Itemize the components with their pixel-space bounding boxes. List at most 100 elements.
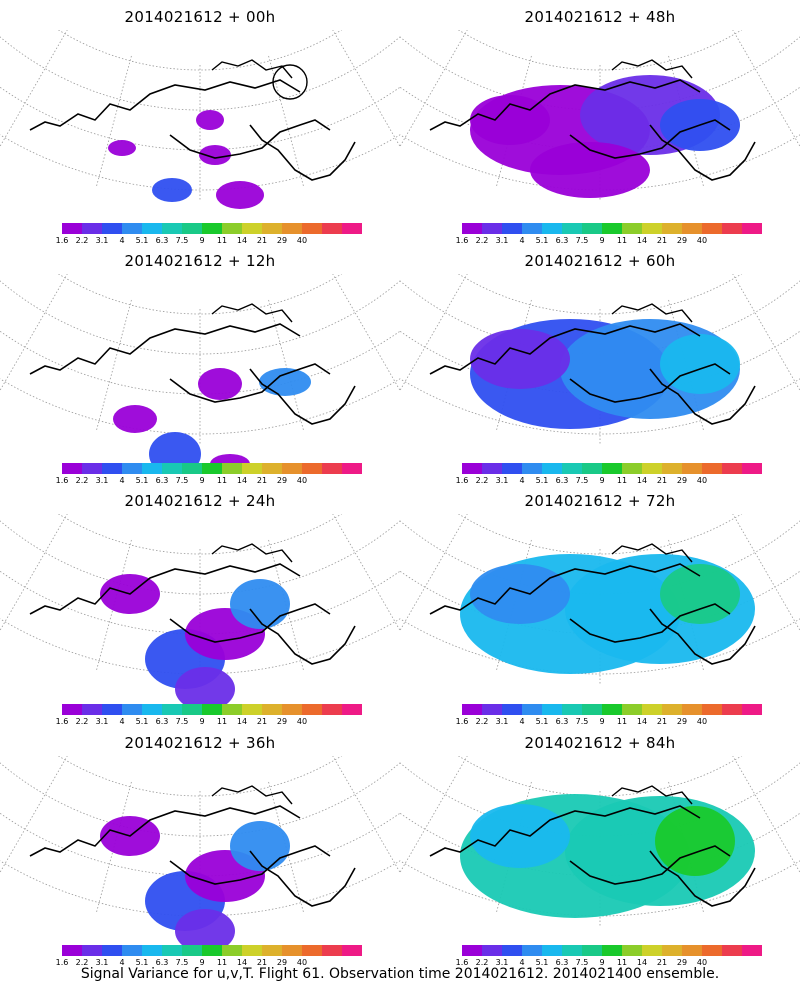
colorbar-tick-label: 1.6 <box>455 476 469 485</box>
colorbar-swatch <box>82 463 102 474</box>
colorbar-tick-label: 9 <box>599 958 605 967</box>
colorbar-swatch <box>562 945 582 956</box>
longitude-gridline <box>332 30 400 147</box>
colorbar-swatch <box>242 704 262 715</box>
colorbar-swatch <box>262 704 282 715</box>
variance-shading <box>199 145 231 165</box>
colorbar-swatch <box>542 945 562 956</box>
colorbar-tick-label: 40 <box>696 717 708 726</box>
colorbar-swatch <box>242 223 262 234</box>
colorbar-tick-label: 5.1 <box>535 236 549 245</box>
panel-title-24h: 2014021612 + 24h <box>124 492 276 510</box>
colorbar-tick-label: 3.1 <box>495 236 509 245</box>
colorbar-tick-label: 2.2 <box>75 958 89 967</box>
variance-shading <box>660 564 740 624</box>
colorbar-ticks: 1.6 2.2 3.1 4 5.1 6.3 7.5 9 11 14 21 29 40 <box>456 236 762 246</box>
colorbar-swatch <box>282 704 302 715</box>
colorbar-tick-label: 4 <box>119 958 125 967</box>
colorbar-tick-label: 6.3 <box>155 958 169 967</box>
coastline <box>249 124 356 181</box>
colorbar-swatch <box>542 463 562 474</box>
colorbar-swatch <box>502 945 522 956</box>
colorbar-swatch <box>82 223 102 234</box>
colorbar-tick-label: 21 <box>256 717 268 726</box>
colorbar-ticks: 1.6 2.2 3.1 4 5.1 6.3 7.5 9 11 14 21 29 40 <box>56 958 362 968</box>
colorbar-swatch <box>522 223 542 234</box>
coastline <box>569 119 731 159</box>
colorbar-swatch <box>162 223 182 234</box>
colorbar-swatch <box>482 704 502 715</box>
longitude-gridline <box>332 756 400 873</box>
panel-title-36h: 2014021612 + 36h <box>124 734 276 752</box>
colorbar-tick-label: 1.6 <box>55 717 69 726</box>
colorbar-swatch <box>702 945 722 956</box>
colorbar-tick-label: 14 <box>236 958 248 967</box>
coastline <box>249 850 356 907</box>
latitude-gridline <box>57 514 343 555</box>
colorbar-swatch <box>522 945 542 956</box>
longitude-gridline <box>787 274 800 327</box>
coastline <box>249 368 356 425</box>
latitude-gridline <box>457 756 743 797</box>
colorbar-swatch <box>602 463 622 474</box>
colorbar-swatch <box>122 223 142 234</box>
longitude-gridline <box>268 299 304 431</box>
colorbar-swatch <box>602 223 622 234</box>
colorbar-ticks: 1.6 2.2 3.1 4 5.1 6.3 7.5 9 11 14 21 29 40 <box>456 717 762 727</box>
colorbar-swatch <box>582 945 602 956</box>
panel-title-48h: 2014021612 + 48h <box>524 8 676 26</box>
colorbar-tick-label: 11 <box>616 717 628 726</box>
colorbar-tick-label: 2.2 <box>75 717 89 726</box>
colorbar-swatch <box>642 945 662 956</box>
colorbar-tick-label: 3.1 <box>95 476 109 485</box>
colorbar-swatch <box>682 463 702 474</box>
colorbar-tick-label: 5.1 <box>535 476 549 485</box>
longitude-gridline <box>0 274 68 391</box>
colorbar-swatch <box>162 463 182 474</box>
variance-shading <box>108 140 136 156</box>
variance-shading <box>113 405 157 433</box>
latitude-gridline <box>400 86 800 151</box>
colorbar-tick-label: 21 <box>656 476 668 485</box>
map-panel-48h <box>400 30 800 200</box>
colorbar-swatch <box>342 945 362 956</box>
colorbar-swatch <box>262 463 282 474</box>
colorbar-tick-label: 29 <box>676 236 688 245</box>
colorbar-swatch <box>182 223 202 234</box>
longitude-gridline <box>0 756 13 809</box>
colorbar-swatch <box>102 704 122 715</box>
longitude-gridline <box>387 274 400 327</box>
colorbar-swatch <box>342 223 362 234</box>
coastline <box>611 303 693 323</box>
longitude-gridline <box>400 756 413 809</box>
colorbar-tick-label: 14 <box>636 958 648 967</box>
coastline <box>569 845 731 885</box>
colorbar-tick-label: 7.5 <box>575 476 589 485</box>
latitude-gridline <box>457 514 743 555</box>
colorbar <box>462 223 762 234</box>
variance-shading <box>198 368 242 400</box>
colorbar-tick-label: 3.1 <box>495 476 509 485</box>
colorbar-swatch <box>322 463 342 474</box>
longitude-gridline <box>0 514 13 567</box>
latitude-gridline <box>0 762 400 837</box>
map-panel-00h <box>0 30 400 209</box>
coastline <box>611 543 693 563</box>
colorbar-swatch <box>302 223 322 234</box>
panel-title-72h: 2014021612 + 72h <box>524 492 676 510</box>
colorbar-swatch <box>122 704 142 715</box>
colorbar-tick-label: 7.5 <box>175 958 189 967</box>
colorbar-swatch <box>162 704 182 715</box>
longitude-gridline <box>787 30 800 83</box>
colorbar-ticks: 1.6 2.2 3.1 4 5.1 6.3 7.5 9 11 14 21 29 40 <box>56 476 362 486</box>
variance-shading <box>655 806 735 876</box>
colorbar-swatch <box>102 945 122 956</box>
coastline <box>569 363 731 403</box>
map-panel-60h <box>400 274 800 444</box>
longitude-gridline <box>0 274 13 327</box>
coastline <box>429 563 701 615</box>
colorbar-tick-label: 9 <box>599 717 605 726</box>
longitude-gridline <box>400 514 413 567</box>
colorbar <box>462 704 762 715</box>
colorbar-swatch <box>542 223 562 234</box>
